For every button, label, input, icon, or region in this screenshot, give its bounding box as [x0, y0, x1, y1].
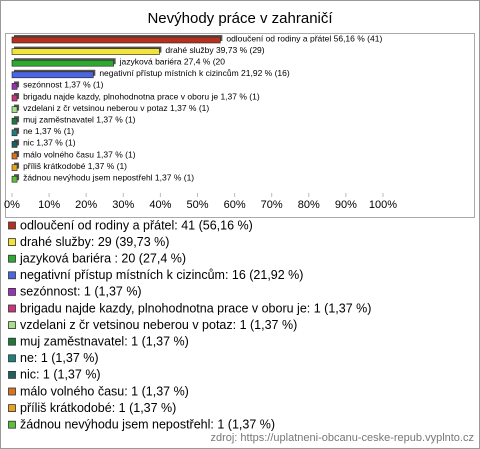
- bar: [11, 94, 18, 102]
- value-label: nic 1,37 % (1): [23, 138, 76, 148]
- legend-label: negativní přístup místních k cizincům: 1…: [20, 268, 303, 282]
- bar: [11, 59, 114, 67]
- legend-swatch: [8, 337, 16, 346]
- legend-swatch: [8, 287, 16, 296]
- bar: [11, 83, 18, 90]
- bar: [11, 141, 18, 148]
- legend-swatch: [8, 321, 16, 330]
- legend-label: muj zaměstnavatel: 1 (1,37 %): [20, 334, 189, 348]
- value-label: jazyková bariéra 27,4 % (20: [119, 56, 226, 66]
- legend-label: jazyková bariéra : 20 (27,4 %): [19, 251, 186, 265]
- x-tick-label: 100%: [369, 199, 397, 211]
- value-label: příliš krátkodobé 1,37 % (1): [23, 161, 127, 171]
- x-tick-label: 10%: [38, 199, 60, 211]
- x-tick-label: 30%: [112, 199, 134, 211]
- value-label: odloučení od rodiny a přátel 56,16 % (41…: [226, 33, 382, 43]
- bar: [11, 117, 18, 125]
- value-label: negativní přístup místních k cizincům 21…: [99, 68, 290, 78]
- value-label: sezónnost 1,37 % (1): [23, 80, 103, 90]
- legend-swatch: [8, 404, 16, 413]
- x-tick-label: 90%: [335, 199, 357, 211]
- legend-swatch: [8, 254, 16, 263]
- legend-label: nic: 1 (1,37 %): [20, 368, 101, 382]
- legend-label: málo volného času: 1 (1,37 %): [20, 384, 189, 398]
- legend-label: sezónnost: 1 (1,37 %): [20, 285, 142, 299]
- legend-swatch: [8, 221, 16, 230]
- legend-label: brigadu najde kazdy, plnohodnotna prace …: [20, 301, 371, 315]
- value-label: brigadu najde kazdy, plnohodnotna prace …: [23, 91, 260, 101]
- x-tick-label: 40%: [149, 199, 171, 211]
- bar: [11, 129, 18, 137]
- bar: [11, 164, 18, 171]
- x-tick-label: 70%: [261, 199, 283, 211]
- value-label: drahé služby 39,73 % (29): [165, 45, 264, 55]
- value-label: ne 1,37 % (1): [23, 126, 74, 136]
- bar: [11, 106, 18, 113]
- source: zdroj: https://uplatneni-obcanu-ceske-re…: [210, 432, 474, 444]
- x-tick-label: 60%: [224, 199, 246, 211]
- bar: [11, 175, 18, 183]
- legend-swatch: [8, 304, 16, 313]
- legend-label: příliš krátkodobé: 1 (1,37 %): [20, 401, 176, 415]
- legend-swatch: [8, 420, 16, 429]
- bar: [11, 71, 94, 79]
- legend-swatch: [8, 271, 16, 280]
- bar: [11, 48, 160, 55]
- bar: [11, 36, 221, 44]
- legend-swatch: [8, 387, 16, 396]
- legend-label: ne: 1 (1,37 %): [20, 351, 99, 365]
- x-tick-label: 20%: [75, 199, 97, 211]
- value-label: málo volného času 1,37 % (1): [23, 149, 136, 159]
- x-tick-label: 50%: [186, 199, 208, 211]
- value-label: žádnou nevýhodu jsem nepostřehl 1,37 % (…: [23, 172, 194, 182]
- legend-label: vzdelani z čr vetsinou neberou v potaz: …: [20, 318, 297, 332]
- legend-label: žádnou nevýhodu jsem nepostřehl: 1 (1,37…: [20, 417, 275, 431]
- value-label: muj zaměstnavatel 1,37 % (1): [23, 114, 136, 124]
- value-label: vzdelani z čr vetsinou neberou v potaz 1…: [23, 103, 209, 113]
- legend-swatch: [8, 370, 16, 379]
- legend-swatch: [8, 238, 16, 247]
- legend-label: odloučení od rodiny a přátel: 41 (56,16 …: [20, 218, 253, 232]
- x-tick-label: 80%: [298, 199, 320, 211]
- legend-swatch: [8, 354, 16, 363]
- bar: [11, 152, 18, 160]
- x-tick-label: 0%: [4, 199, 20, 211]
- chart-title: Nevýhody práce v zahraničí: [147, 10, 333, 27]
- legend-label: drahé služby: 29 (39,73 %): [20, 235, 169, 249]
